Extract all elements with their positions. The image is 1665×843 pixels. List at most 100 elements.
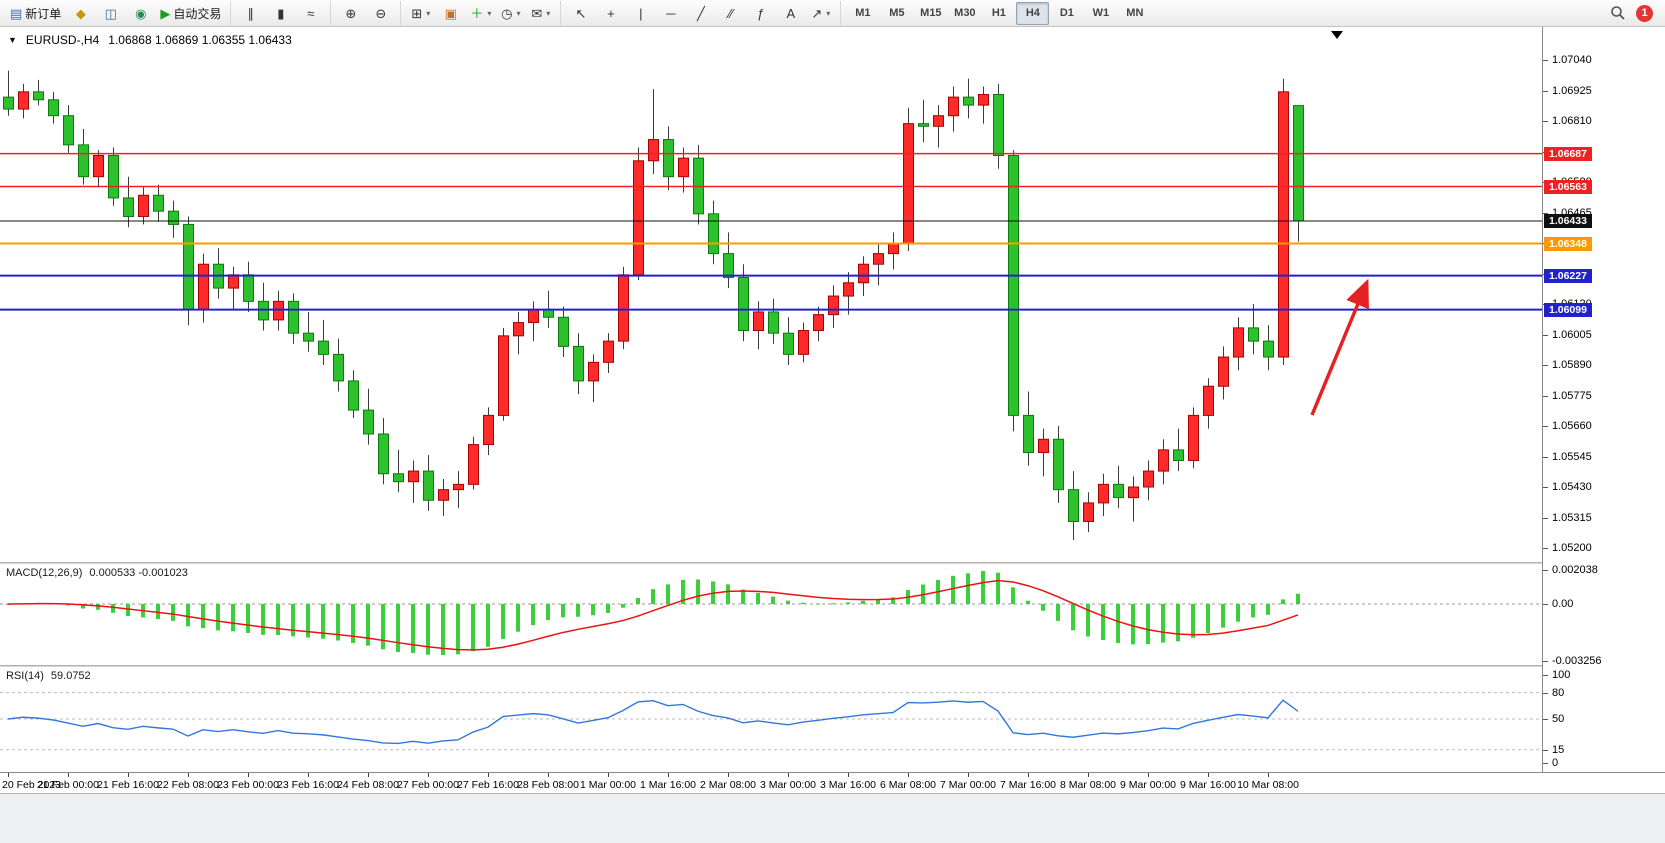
- time-tick: [248, 773, 249, 777]
- time-tick: [788, 773, 789, 777]
- price-tick: [1543, 395, 1548, 397]
- candlestick-chart-button[interactable]: ▮: [266, 2, 295, 25]
- new-chart-icon: ⊞: [411, 5, 423, 21]
- add-indicator-icon: ＋: [470, 5, 484, 21]
- new-chart-button[interactable]: ⊞ ▾: [406, 2, 435, 25]
- line-chart-button[interactable]: ≈: [296, 2, 325, 25]
- horizontal-line-icon: ─: [666, 5, 676, 21]
- template-icon: ✉: [531, 5, 543, 21]
- crosshair-button[interactable]: +: [596, 2, 625, 25]
- toolbar-group: ▤ 新订单 ◆ ◫ ◉ ▶ 自动交易: [6, 1, 230, 25]
- time-tick: [8, 773, 9, 777]
- toolbar-button-groups: ▤ 新订单 ◆ ◫ ◉ ▶ 自动交易 ∥ ▮ ≈ ⊕ ⊖ ⊞ ▾ ▣ ＋ ▾ ◷ ▾ ✉ ▾ ↖ + | ─ ╱ ∕∕ ƒ A ↗ ▾ M1 M…: [6, 0, 1156, 26]
- time-axis-label: 23 Feb 16:00: [277, 779, 339, 791]
- horizontal-line-button[interactable]: ─: [656, 2, 685, 25]
- candles: [3, 70, 1304, 541]
- tile-windows-button[interactable]: ▣: [436, 2, 465, 25]
- rsi-panel[interactable]: [0, 667, 1542, 772]
- macd-panel[interactable]: [0, 564, 1542, 665]
- time-tick: [488, 773, 489, 777]
- rsi-axis-label: 0: [1552, 757, 1559, 769]
- vertical-line-button[interactable]: |: [626, 2, 655, 25]
- collapse-icon[interactable]: ▼: [8, 35, 17, 45]
- timeframe-m1-button[interactable]: M1: [855, 7, 871, 19]
- arrow-tool-icon: ↗: [811, 5, 823, 21]
- price-tick: [1543, 60, 1548, 61]
- toolbar-group: ∥ ▮ ≈: [230, 1, 330, 25]
- fibonacci-icon: ƒ: [757, 5, 765, 21]
- timeframe-mn-button[interactable]: MN: [1126, 7, 1144, 19]
- cursor-button[interactable]: ↖: [566, 2, 595, 25]
- charts-window-icon: ◫: [104, 5, 117, 21]
- price-tick: [1543, 121, 1548, 122]
- chart-ohlc-values: 1.06868 1.06869 1.06355 1.06433: [108, 33, 292, 47]
- new-order-button[interactable]: ▤ 新订单: [6, 2, 65, 25]
- price-tick: [1543, 487, 1548, 488]
- rsi-indicator-name: RSI(14): [6, 670, 44, 682]
- notification-badge[interactable]: 1: [1636, 4, 1653, 22]
- time-axis-label: 27 Feb 00:00: [397, 779, 459, 791]
- time-tick: [1268, 773, 1269, 777]
- timeframe-m15-button[interactable]: M15: [920, 7, 942, 19]
- fibonacci-button[interactable]: ƒ: [746, 2, 775, 25]
- timeframe-w1-button[interactable]: W1: [1092, 7, 1110, 19]
- panel-separator-rsi[interactable]: [0, 665, 1665, 667]
- timeframe-m5-button[interactable]: M5: [889, 7, 905, 19]
- template-button[interactable]: ✉ ▾: [526, 2, 555, 25]
- price-tick-label: 1.06005: [1552, 328, 1592, 341]
- bar-chart-button[interactable]: ∥: [236, 2, 265, 25]
- new-order-button-label: 新订单: [25, 6, 62, 21]
- arrow-tool-button[interactable]: ↗ ▾: [806, 2, 835, 25]
- channel-button[interactable]: ∕∕: [716, 2, 745, 25]
- chart-shift-marker-icon[interactable]: [1331, 31, 1343, 39]
- chart-symbol-period: EURUSD-,H4: [25, 33, 100, 47]
- time-tick: [1028, 773, 1029, 777]
- time-axis[interactable]: 20 Feb 2023 21 Feb 00:00 21 Feb 16:00 22 Fe…: [0, 772, 1665, 793]
- macd-label-row: MACD(12,26,9) 0.000533 -0.001023: [6, 567, 188, 579]
- cursor-icon: ↖: [575, 5, 587, 21]
- time-axis-label: 20 Feb 2023: [2, 779, 61, 791]
- time-tick: [848, 773, 849, 777]
- price-tick-label: 1.05890: [1552, 359, 1592, 371]
- chart-header: ▼ EURUSD-,H4 1.06868 1.06869 1.06355 1.0…: [8, 33, 292, 47]
- rsi-axis-tick: [1543, 763, 1548, 764]
- search-icon[interactable]: [1610, 5, 1626, 21]
- trendline-button[interactable]: ╱: [686, 2, 715, 25]
- time-tick: [1208, 773, 1209, 777]
- rsi-axis-tick: [1543, 749, 1548, 751]
- time-tick: [428, 773, 429, 777]
- charts-window-button[interactable]: ◫: [96, 2, 125, 25]
- add-indicator-button[interactable]: ＋ ▾: [466, 2, 495, 25]
- price-axis[interactable]: 1.070401.069251.068101.066951.065801.064…: [1542, 27, 1665, 772]
- periods-button[interactable]: ◷ ▾: [496, 2, 525, 25]
- zoom-out-button[interactable]: ⊖: [366, 2, 395, 25]
- panel-separator-macd[interactable]: [0, 562, 1665, 564]
- macd-indicator-values: 0.000533 -0.001023: [89, 567, 188, 579]
- chevron-down-icon: ▾: [826, 8, 831, 18]
- time-axis-label: 10 Mar 08:00: [1237, 779, 1299, 791]
- price-tick: [1543, 517, 1548, 519]
- timeframe-d1-button[interactable]: D1: [1059, 7, 1074, 19]
- toolbar-group: ↖ + | ─ ╱ ∕∕ ƒ A ↗ ▾: [560, 1, 840, 25]
- time-axis-label: 2 Mar 08:00: [699, 779, 757, 791]
- price-tick-label: 1.06925: [1552, 84, 1592, 97]
- text-button[interactable]: A: [776, 2, 805, 25]
- time-axis-label: 3 Mar 00:00: [759, 779, 817, 791]
- timeframe-h1-button[interactable]: H1: [991, 7, 1006, 19]
- community-button[interactable]: ◉: [126, 2, 155, 25]
- market-watch-button[interactable]: ◆: [66, 2, 95, 25]
- time-tick: [608, 773, 609, 777]
- timeframe-m30-button[interactable]: M30: [954, 7, 976, 19]
- price-badge-1.06563: 1.06563: [1544, 179, 1592, 194]
- market-watch-icon: ◆: [75, 5, 86, 21]
- time-tick: [1088, 773, 1089, 777]
- time-tick: [908, 773, 909, 777]
- trend-arrow-annotation[interactable]: [1310, 278, 1369, 416]
- macd-histogram: [6, 571, 1300, 655]
- auto-trading-button[interactable]: ▶ 自动交易: [156, 2, 225, 25]
- rsi-axis-label: 15: [1552, 743, 1565, 756]
- zoom-in-button[interactable]: ⊕: [336, 2, 365, 25]
- price-chart-canvas[interactable]: [0, 27, 1542, 562]
- auto-trading-button-label: 自动交易: [173, 6, 222, 21]
- timeframe-h4-button[interactable]: H4: [1016, 1, 1050, 25]
